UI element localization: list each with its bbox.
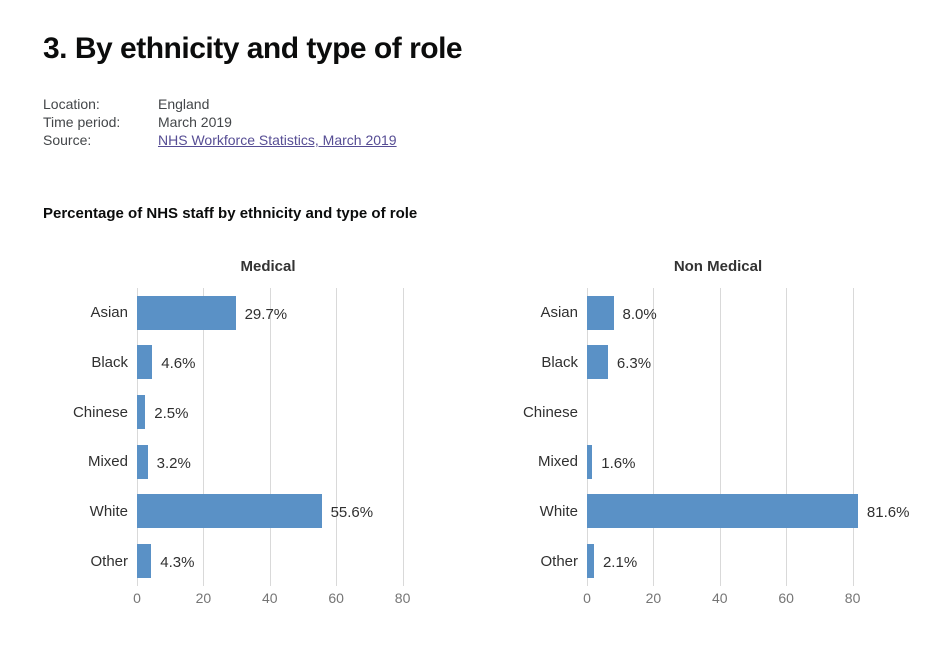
bar: [137, 345, 153, 380]
bar: [587, 494, 858, 529]
bar: [587, 444, 593, 479]
value-label: 4.6%: [161, 355, 196, 373]
value-label: 6.3%: [616, 355, 652, 373]
chart-title-medical: Medical: [240, 258, 296, 275]
category-label: Asian: [90, 304, 128, 322]
chart-heading: Percentage of NHS staff by ethnicity and…: [43, 205, 418, 222]
tick-label: 0: [133, 590, 141, 606]
category-label: Black: [541, 353, 578, 371]
gridline: [137, 288, 138, 586]
gridline: [786, 288, 788, 586]
category-label: White: [539, 502, 578, 520]
time-period-value: March 2019: [158, 114, 232, 130]
value-label: 3.2%: [156, 454, 191, 472]
x-axis: 0 20 40 60 80: [133, 586, 439, 608]
chart-medical: Medical Asian Black Chinese Mixed White Other…: [43, 258, 493, 606]
category-labels-column: Asian Black Chinese Mixed White Other: [493, 288, 587, 586]
x-axis: 0 20 40 60 80: [583, 586, 942, 608]
value-label: 55.6%: [330, 504, 374, 522]
value-label: 2.5%: [154, 405, 189, 423]
bar: [137, 444, 148, 479]
tick-label: 20: [645, 590, 662, 606]
charts-container: Medical Asian Black Chinese Mixed White Other…: [43, 258, 947, 606]
category-label: White: [89, 502, 128, 520]
gridline: [336, 288, 338, 586]
metadata-row-source: Source: NHS Workforce Statistics, March …: [43, 131, 947, 149]
time-period-label: Time period:: [43, 114, 121, 130]
value-label: 4.3%: [160, 554, 195, 572]
bar: [587, 295, 614, 330]
category-label: Black: [91, 353, 128, 371]
category-label: Other: [90, 552, 128, 570]
tick-label: 80: [844, 590, 861, 606]
location-label: Location:: [43, 96, 100, 112]
value-label: 29.7%: [244, 305, 288, 323]
metadata-row-location: Location: England: [43, 95, 947, 113]
tick-label: 60: [778, 590, 794, 606]
chart-body-medical: Asian Black Chinese Mixed White Other 29.7% 4.6…: [43, 288, 493, 606]
chart-non-medical: Non Medical Asian Black Chinese Mixed White O…: [493, 258, 943, 606]
value-label: 2.1%: [602, 554, 638, 572]
source-label: Source:: [43, 132, 92, 148]
bar: [587, 544, 594, 579]
tick-label: 0: [583, 590, 591, 606]
tick-label: 40: [712, 590, 728, 606]
tick-label: 80: [394, 590, 411, 606]
category-label: Other: [540, 552, 578, 570]
bar: [137, 544, 152, 579]
bar: [137, 295, 236, 330]
value-label: 1.6%: [601, 454, 636, 472]
gridline: [203, 288, 205, 586]
plot-area: 8.0% 6.3% 1.6% 81.6% 2.1% 0 20 40 60 80: [583, 288, 942, 606]
page-title: 3. By ethnicity and type of role: [43, 32, 463, 65]
gridline: [852, 288, 854, 586]
category-label: Chinese: [72, 403, 128, 421]
gridline: [653, 288, 655, 586]
tick-label: 60: [328, 590, 344, 606]
gridline: [269, 288, 271, 586]
metadata-row-time-period: Time period: March 2019: [43, 113, 947, 131]
tick-label: 20: [195, 590, 212, 606]
category-label: Chinese: [522, 403, 578, 421]
metadata-block: Location: England Time period: March 201…: [43, 95, 947, 149]
category-label: Asian: [540, 304, 578, 322]
gridline: [587, 288, 588, 586]
bar: [137, 395, 146, 430]
page: 3. By ethnicity and type of role Locatio…: [43, 32, 947, 607]
chart-body-non-medical: Asian Black Chinese Mixed White Other 8.0% 6.3%…: [493, 288, 943, 606]
tick-label: 40: [262, 590, 278, 606]
bar: [137, 494, 322, 529]
value-label: 81.6%: [866, 504, 910, 522]
value-label: 8.0%: [622, 305, 657, 323]
category-label: Mixed: [537, 453, 578, 471]
bar: [587, 345, 608, 380]
chart-title-non-medical: Non Medical: [673, 258, 763, 275]
category-labels-column: Asian Black Chinese Mixed White Other: [43, 288, 137, 586]
source-link[interactable]: NHS Workforce Statistics, March 2019: [158, 132, 397, 148]
gridline: [402, 288, 404, 586]
gridline: [719, 288, 721, 586]
location-value: England: [158, 96, 210, 112]
plot-area: 29.7% 4.6% 2.5% 3.2% 55.6% 4.3% 0 20 40 60 80: [133, 288, 439, 606]
category-label: Mixed: [87, 453, 128, 471]
